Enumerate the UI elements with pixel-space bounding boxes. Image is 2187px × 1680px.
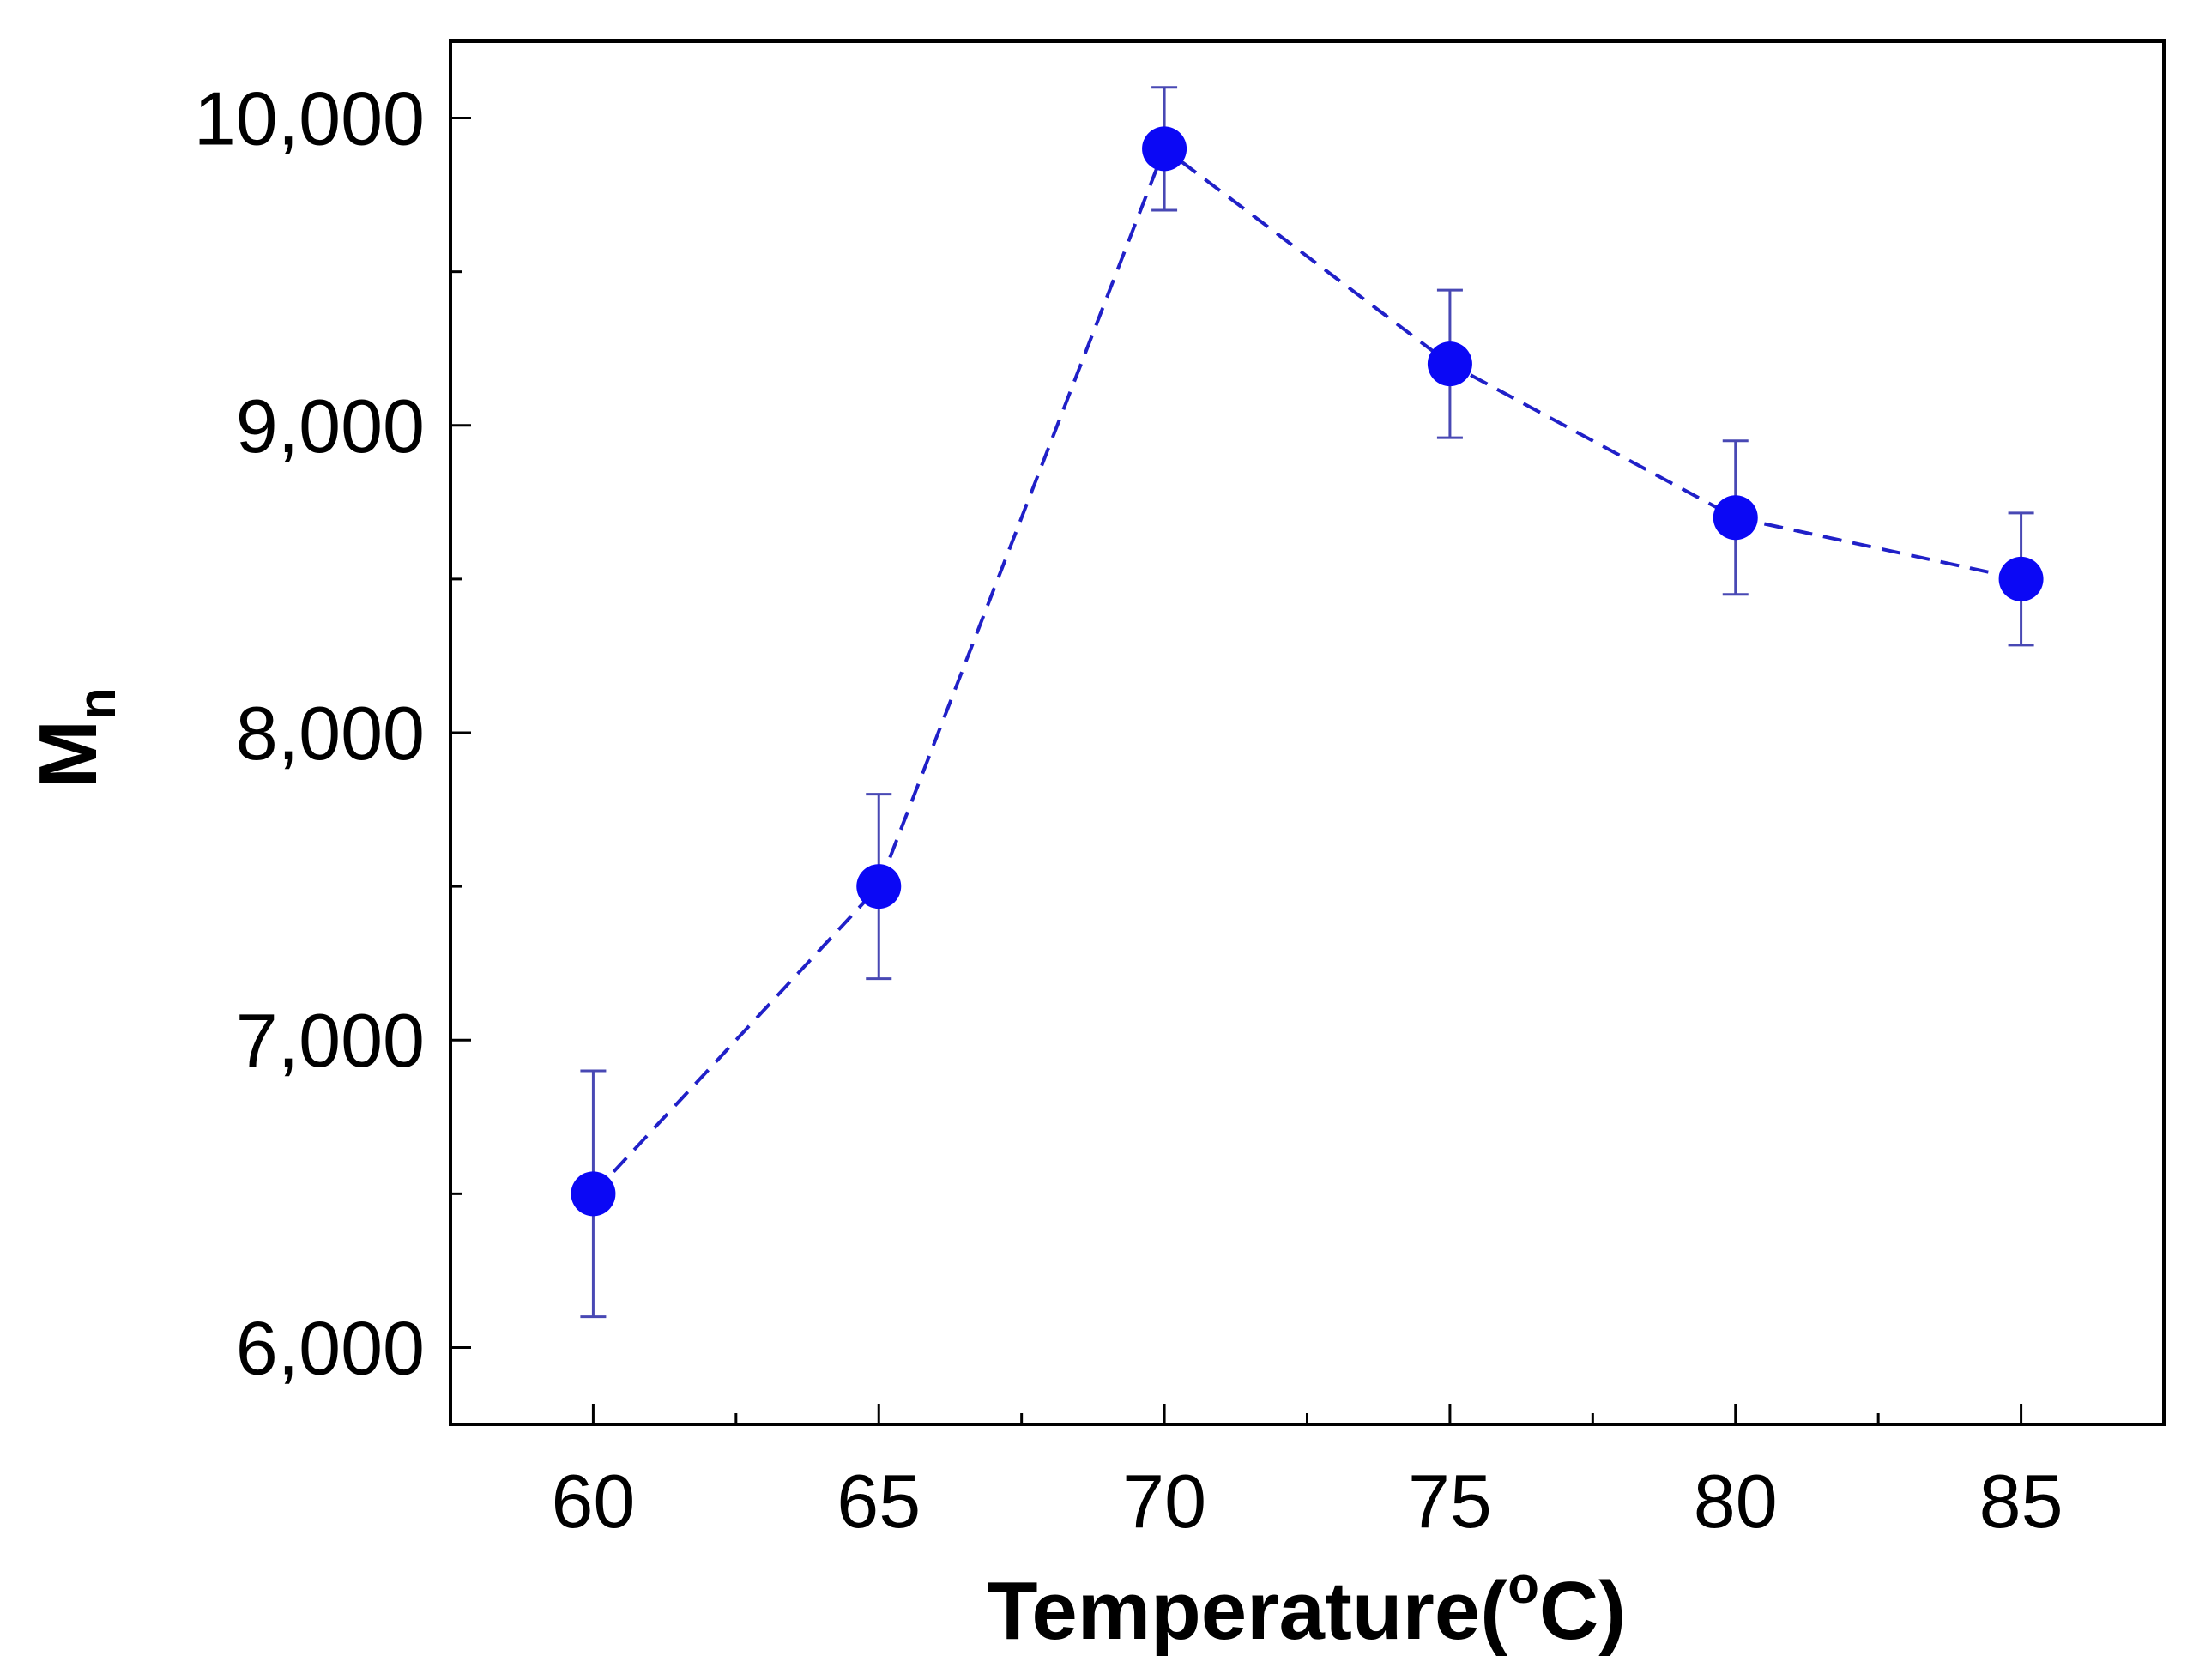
series-line: [591, 146, 2022, 1195]
y-tick-label: 9,000: [236, 384, 425, 468]
y-tick-label: 6,000: [236, 1305, 425, 1390]
x-tick-label: 75: [1408, 1459, 1492, 1544]
y-tick-label: 10,000: [194, 76, 425, 161]
data-point: [1713, 495, 1758, 541]
x-tick-label: 80: [1694, 1459, 1778, 1544]
axis-ticks: [450, 117, 2023, 1424]
data-point: [1998, 556, 2044, 601]
y-tick-label: 8,000: [236, 691, 425, 776]
x-tick-label: 70: [1122, 1459, 1206, 1544]
data-point: [1142, 126, 1187, 172]
plot-frame: [449, 39, 2166, 1426]
x-tick-label: 85: [1979, 1459, 2063, 1544]
series-line-group: [591, 146, 2022, 1195]
data-points-group: [571, 126, 2044, 1217]
axis-tick-labels: 60 65 70 75 80 85 6,000 7,000 8,000 9,000 10,000: [194, 76, 2063, 1544]
y-tick-label: 7,000: [236, 998, 425, 1083]
data-point: [1427, 341, 1472, 387]
y-axis-title: Mn: [22, 687, 127, 789]
x-tick-label: 65: [837, 1459, 921, 1544]
data-point: [571, 1171, 616, 1217]
svg-text:Mn: Mn: [22, 687, 127, 789]
x-axis-title: Temperature(oC): [988, 1556, 1626, 1657]
error-bars-group: [580, 86, 2034, 1319]
data-point: [856, 864, 902, 909]
x-tick-label: 60: [551, 1459, 635, 1544]
